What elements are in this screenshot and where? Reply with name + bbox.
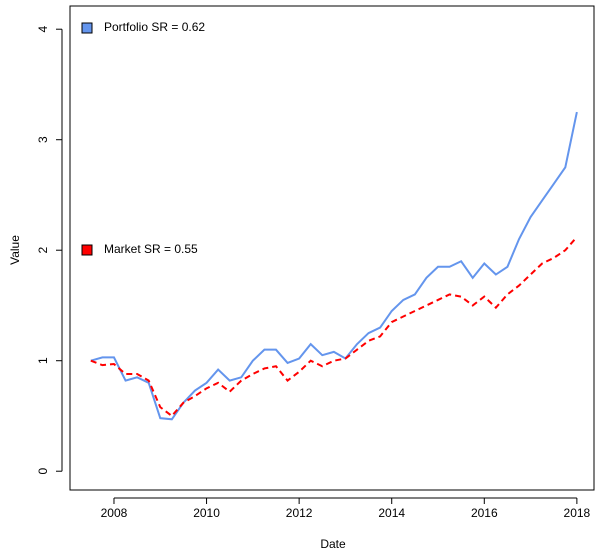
y-tick-label: 0	[36, 468, 50, 475]
plot-frame	[69, 5, 595, 491]
legend-label: Portfolio SR = 0.62	[104, 20, 205, 34]
y-axis-title: Value	[8, 235, 22, 265]
series-line	[90, 111, 578, 421]
x-tick-label: 2010	[193, 506, 220, 520]
legend-swatch	[81, 22, 93, 34]
x-axis-title: Date	[320, 537, 346, 551]
legend-label: Market SR = 0.55	[104, 242, 198, 256]
series-line	[90, 236, 578, 418]
y-tick-label: 4	[36, 26, 50, 33]
y-tick-label: 2	[36, 247, 50, 254]
x-tick-label: 2012	[286, 506, 313, 520]
y-tick-label: 1	[36, 357, 50, 364]
x-tick-label: 2018	[564, 506, 591, 520]
legend-swatch	[81, 244, 93, 256]
x-tick-label: 2016	[471, 506, 498, 520]
x-tick-label: 2014	[378, 506, 405, 520]
x-tick-label: 2008	[101, 506, 128, 520]
y-tick-label: 3	[36, 136, 50, 143]
